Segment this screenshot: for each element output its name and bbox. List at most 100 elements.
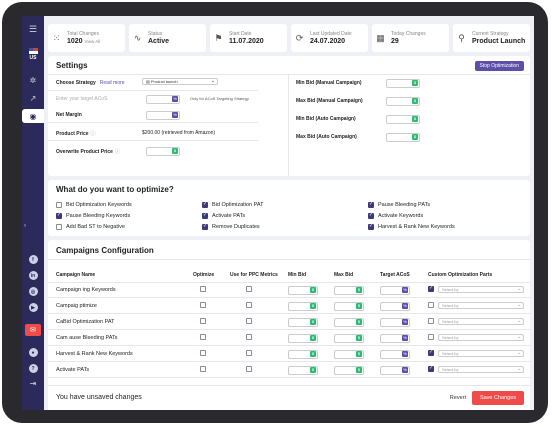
bid-input[interactable]	[380, 302, 410, 311]
user-icon[interactable]: ●	[28, 348, 38, 357]
bid-input[interactable]	[288, 334, 318, 343]
save-changes-button[interactable]: Save Changes	[472, 391, 524, 405]
bid-input[interactable]	[380, 366, 410, 375]
flag-icon: ⚑	[214, 32, 223, 43]
stat-last-updated: ⟳ Last Updated Date 24.07.2020	[291, 24, 368, 52]
instagram-icon[interactable]: ◎	[28, 287, 38, 296]
optimize-option[interactable]: Harvest & Rank New Keywords	[368, 223, 455, 230]
target-icon[interactable]: ◉	[22, 109, 44, 123]
custom-parts-select[interactable]: Select by	[438, 350, 524, 357]
bid-input[interactable]	[380, 350, 410, 359]
checkbox[interactable]	[368, 201, 374, 208]
row-checkbox[interactable]	[246, 334, 252, 340]
checkbox[interactable]	[202, 212, 208, 219]
stop-optimization-button[interactable]: Stop Optimization	[474, 61, 524, 71]
optimize-option[interactable]: Pause Bleeding Keywords	[56, 212, 130, 219]
bid-input[interactable]	[334, 366, 364, 375]
row-checkbox[interactable]	[246, 286, 252, 292]
max-bid-auto-input[interactable]	[386, 133, 420, 142]
bid-input[interactable]	[334, 318, 364, 327]
stat-current-strategy: ⚲ Current Strategy Product Launch	[453, 24, 530, 52]
checkbox[interactable]	[56, 202, 62, 208]
custom-checkbox[interactable]	[428, 285, 434, 292]
table-header: Custom Optimization Parts	[428, 272, 493, 278]
row-checkbox[interactable]	[200, 334, 206, 340]
custom-checkbox[interactable]	[428, 302, 434, 308]
custom-parts-select[interactable]: Select by	[438, 302, 524, 309]
settings-icon[interactable]: ✲	[29, 75, 37, 85]
custom-parts-select[interactable]: Select by	[438, 366, 524, 373]
bid-input[interactable]	[288, 286, 318, 295]
view-all-link[interactable]: View All	[84, 38, 101, 44]
row-checkbox[interactable]	[246, 350, 252, 356]
custom-checkbox[interactable]	[428, 318, 434, 324]
chart-icon[interactable]: ↗	[29, 93, 37, 103]
checkbox[interactable]	[368, 212, 374, 219]
bid-input[interactable]	[334, 350, 364, 359]
bid-input[interactable]	[288, 302, 318, 311]
optimize-option[interactable]: Bid Optimization Keywords	[56, 202, 132, 208]
checkbox[interactable]	[56, 224, 62, 230]
bid-input[interactable]	[380, 318, 410, 327]
net-margin-input[interactable]	[146, 111, 180, 120]
logout-icon[interactable]: ⇥	[29, 378, 37, 388]
acos-input[interactable]	[146, 95, 180, 104]
youtube-icon[interactable]: ▶	[28, 303, 38, 312]
divider	[48, 74, 530, 75]
checkbox[interactable]	[202, 223, 208, 230]
optimize-option[interactable]: Remove Duplicates	[202, 223, 260, 230]
checkbox[interactable]	[56, 212, 62, 219]
divider	[48, 297, 530, 298]
row-checkbox[interactable]	[200, 318, 206, 324]
app-screen: ☰ US ✲ ↗ ◉ › f in ◎ ▶ ✉ ● ? ⇥ ⁙ Total Ch…	[22, 16, 534, 410]
checkbox[interactable]	[202, 201, 208, 208]
bid-input[interactable]	[288, 318, 318, 327]
unsaved-changes-text: You have unsaved changes	[56, 394, 142, 401]
divider	[48, 345, 530, 346]
campaigns-title: Campaigns Configuration	[56, 246, 154, 255]
custom-parts-select[interactable]: Select by	[438, 286, 524, 293]
mail-icon[interactable]: ✉	[25, 324, 41, 336]
custom-checkbox[interactable]	[428, 349, 434, 356]
bid-input[interactable]	[288, 350, 318, 359]
flag-icon[interactable]	[28, 48, 38, 54]
custom-checkbox[interactable]	[428, 334, 434, 340]
bid-input[interactable]	[380, 286, 410, 295]
min-bid-auto-input[interactable]	[386, 115, 420, 124]
custom-parts-select[interactable]: Select by	[438, 334, 524, 341]
pulse-icon: ∿	[133, 32, 142, 43]
bid-input[interactable]	[288, 366, 318, 375]
facebook-icon[interactable]: f	[28, 255, 38, 264]
row-checkbox[interactable]	[200, 350, 206, 356]
bid-input[interactable]	[334, 286, 364, 295]
checkbox[interactable]	[368, 223, 374, 230]
optimize-option[interactable]: Add Bad ST to Negative	[56, 224, 125, 230]
bid-input[interactable]	[334, 334, 364, 343]
max-bid-manual-label: Max Bid (Manual Campaign)	[296, 98, 363, 104]
row-checkbox[interactable]	[246, 318, 252, 324]
bid-input[interactable]	[380, 334, 410, 343]
max-bid-manual-input[interactable]	[386, 97, 420, 106]
optimize-option[interactable]: Activate Keywords	[368, 212, 423, 219]
row-checkbox[interactable]	[200, 286, 206, 292]
optimize-option[interactable]: Pause Bleeding PATs	[368, 201, 430, 208]
expand-chevron-icon[interactable]: ›	[24, 223, 26, 229]
row-checkbox[interactable]	[246, 366, 252, 372]
custom-checkbox[interactable]	[428, 365, 434, 372]
read-more-link[interactable]: Read more	[99, 80, 125, 86]
overwrite-price-input[interactable]	[146, 147, 180, 156]
optimize-option[interactable]: Activate PATs	[202, 212, 245, 219]
custom-parts-select[interactable]: Select by	[438, 318, 524, 325]
linkedin-icon[interactable]: in	[28, 271, 38, 280]
row-checkbox[interactable]	[200, 366, 206, 372]
bid-input[interactable]	[334, 302, 364, 311]
strategy-select[interactable]: ▤ Product launch	[142, 78, 218, 85]
row-checkbox[interactable]	[200, 302, 206, 308]
min-bid-manual-input[interactable]	[386, 79, 420, 88]
menu-icon[interactable]: ☰	[28, 23, 38, 34]
help-icon[interactable]: ?	[28, 364, 38, 373]
optimize-option[interactable]: Bid Optimization PAT	[202, 201, 263, 208]
stat-start-date: ⚑ Start Date 11.07.2020	[210, 24, 287, 52]
revert-button[interactable]: Revert	[449, 395, 466, 401]
row-checkbox[interactable]	[246, 302, 252, 308]
